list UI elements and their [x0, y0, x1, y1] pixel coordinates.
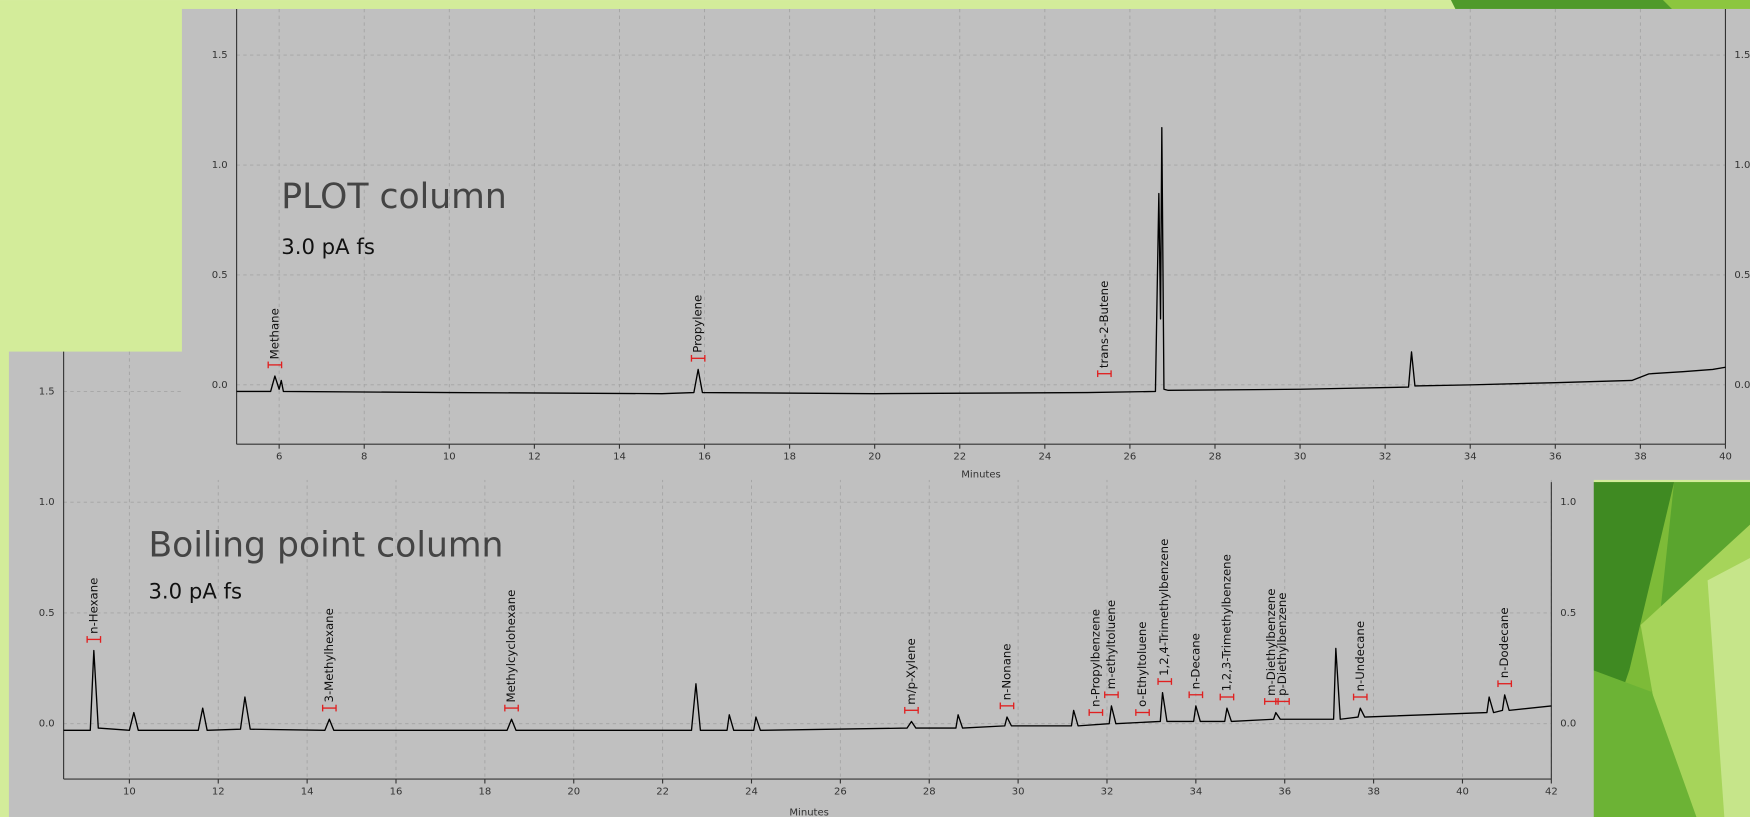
peak-label: m/p-Xylene	[904, 638, 918, 704]
peak-label: 3-Methylhexane	[322, 608, 336, 702]
x-tick-label: 30	[1294, 451, 1307, 462]
x-tick-label: 18	[783, 451, 796, 462]
x-tick-label: 24	[1038, 451, 1051, 462]
y-tick-label: 1.0	[39, 497, 55, 508]
peak-label: n-Decane	[1188, 633, 1202, 689]
x-tick-label: 8	[361, 451, 367, 462]
y2-tick-label: 1.5	[1734, 50, 1750, 61]
x-tick-label: 28	[923, 786, 936, 797]
x-tick-label: 28	[1209, 451, 1222, 462]
x-tick-label: 26	[834, 786, 847, 797]
x-tick-label: 10	[443, 451, 456, 462]
peak-label: n-Propylbenzene	[1088, 609, 1102, 707]
chart: 0.0 0.0 0.5 0.5 1.0 1.0 1.5 1.5 6 8 10 12 14 16 18 20 22…	[182, 9, 1750, 480]
peak-label: 1,2,3-Trimethylbenzene	[1219, 554, 1233, 691]
x-tick-label: 36	[1549, 451, 1562, 462]
chart-subtitle: 3.0 pA fs	[148, 579, 242, 604]
x-tick-label: 14	[613, 451, 626, 462]
peak-label: 1,2,4-Trimethylbenzene	[1157, 539, 1171, 676]
x-tick-label: 6	[276, 451, 282, 462]
x-tick-label: 38	[1367, 786, 1380, 797]
y2-tick-label: 0.0	[1560, 719, 1576, 730]
x-tick-label: 22	[656, 786, 669, 797]
y-tick-label: 0.0	[212, 380, 228, 391]
y-tick-label: 1.5	[212, 50, 228, 61]
x-tick-label: 10	[123, 786, 136, 797]
x-tick-label: 34	[1464, 451, 1477, 462]
y-tick-label: 1.0	[212, 160, 228, 171]
x-tick-label: 42	[1545, 786, 1558, 797]
decoration-bottom-right	[1592, 482, 1750, 817]
x-tick-label: 18	[478, 786, 491, 797]
x-tick-label: 32	[1101, 786, 1114, 797]
x-tick-label: 34	[1189, 786, 1202, 797]
y-tick-label: 1.5	[39, 386, 55, 397]
peak-label: m-ethyltoluene	[1104, 600, 1118, 689]
peak-label: n-Undecane	[1353, 621, 1367, 691]
x-tick-label: 32	[1379, 451, 1392, 462]
x-tick-label: 16	[390, 786, 403, 797]
y2-tick-label: 0.5	[1734, 270, 1750, 281]
x-axis-label: Minutes	[961, 469, 1000, 480]
y2-tick-label: 1.0	[1734, 160, 1750, 171]
y2-tick-label: 1.0	[1560, 497, 1576, 508]
peak-label: n-Dodecane	[1497, 607, 1511, 678]
x-tick-label: 20	[567, 786, 580, 797]
peak-label: trans-2-Butene	[1097, 281, 1111, 368]
x-tick-label: 38	[1634, 451, 1647, 462]
peak-label: n-Hexane	[86, 578, 100, 634]
y-tick-label: 0.5	[39, 608, 55, 619]
y-tick-label: 0.5	[212, 270, 228, 281]
x-tick-label: 30	[1012, 786, 1025, 797]
x-tick-label: 20	[868, 451, 881, 462]
chart-subtitle: 3.0 pA fs	[281, 234, 375, 259]
x-tick-label: 16	[698, 451, 711, 462]
x-tick-label: 26	[1124, 451, 1137, 462]
x-axis-label: Minutes	[789, 808, 828, 817]
x-tick-label: 24	[745, 786, 758, 797]
y2-tick-label: 0.0	[1734, 380, 1750, 391]
y-tick-label: 0.0	[39, 719, 55, 730]
peak-label: Methylcyclohexane	[504, 590, 518, 703]
x-tick-label: 36	[1278, 786, 1291, 797]
x-tick-label: 12	[528, 451, 541, 462]
peak-label: Propylene	[691, 295, 705, 353]
x-tick-label: 40	[1456, 786, 1469, 797]
peak-label: p-Diethylbenzene	[1275, 593, 1289, 696]
x-tick-label: 22	[953, 451, 966, 462]
chart-title: PLOT column	[281, 177, 507, 217]
peak-label: Methane	[267, 308, 281, 359]
chart-title: Boiling point column	[148, 525, 503, 565]
x-tick-label: 40	[1719, 451, 1732, 462]
y2-tick-label: 0.5	[1560, 608, 1576, 619]
chart-panel	[182, 9, 1750, 480]
page: 0.0 0.0 0.5 0.5 1.0 1.0 1.5 10 12 14 16 18 20 22 24 26 2…	[0, 0, 1750, 817]
peak-label: o-Ethyltoluene	[1135, 622, 1149, 707]
x-tick-label: 14	[301, 786, 314, 797]
x-tick-label: 12	[212, 786, 225, 797]
slide: 0.0 0.0 0.5 0.5 1.0 1.0 1.5 10 12 14 16 18 20 22 24 26 2…	[0, 0, 1750, 817]
peak-label: n-Nonane	[999, 644, 1013, 701]
